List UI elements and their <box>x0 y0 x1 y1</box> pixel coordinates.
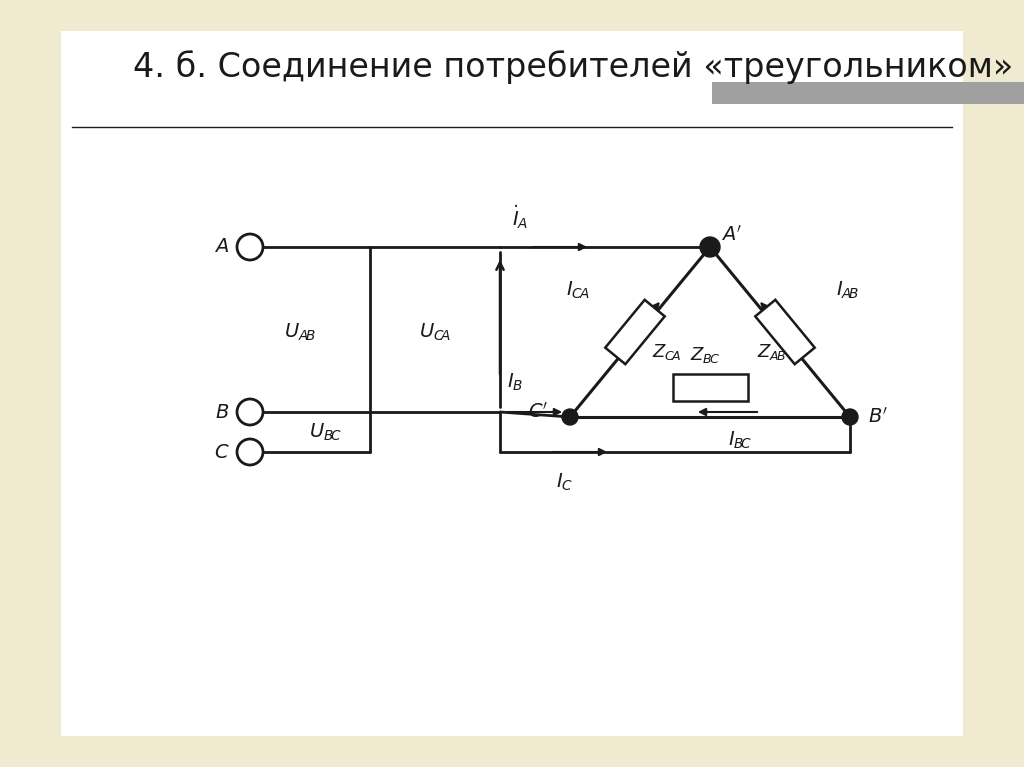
Text: $B'$: $B'$ <box>868 407 888 427</box>
Polygon shape <box>756 300 815 364</box>
Text: $C'$: $C'$ <box>527 402 548 422</box>
Text: $\dot{I}_A$: $\dot{I}_A$ <box>512 203 528 231</box>
Text: $Z_{A\!B}$: $Z_{A\!B}$ <box>758 342 786 362</box>
Circle shape <box>700 237 720 257</box>
Text: $I_{B\!C}$: $I_{B\!C}$ <box>728 430 753 451</box>
Text: $I_C$: $I_C$ <box>556 472 573 492</box>
Text: $I_{A\!B}$: $I_{A\!B}$ <box>837 279 860 301</box>
Text: $U_{B\!C}$: $U_{B\!C}$ <box>308 421 341 443</box>
Polygon shape <box>605 300 665 364</box>
Bar <box>712 82 1024 104</box>
Polygon shape <box>673 374 748 400</box>
Text: $A$: $A$ <box>214 238 229 256</box>
Text: $Z_{B\!C}$: $Z_{B\!C}$ <box>690 345 720 365</box>
Text: $I_B$: $I_B$ <box>507 371 523 393</box>
Text: $A'$: $A'$ <box>721 225 742 245</box>
Text: $U_{C\!A}$: $U_{C\!A}$ <box>419 321 451 343</box>
Text: $I_{C\!A}$: $I_{C\!A}$ <box>566 279 590 301</box>
Circle shape <box>842 409 858 425</box>
Text: $C$: $C$ <box>214 443 229 462</box>
Text: $B$: $B$ <box>215 403 229 422</box>
Circle shape <box>562 409 578 425</box>
Text: $U_{A\!B}$: $U_{A\!B}$ <box>284 321 316 343</box>
Text: $Z_{C\!A}$: $Z_{C\!A}$ <box>652 342 682 362</box>
Bar <box>61 31 963 736</box>
Text: 4. б. Соединение потребителей «треугольником»: 4. б. Соединение потребителей «треугольн… <box>133 50 1014 84</box>
